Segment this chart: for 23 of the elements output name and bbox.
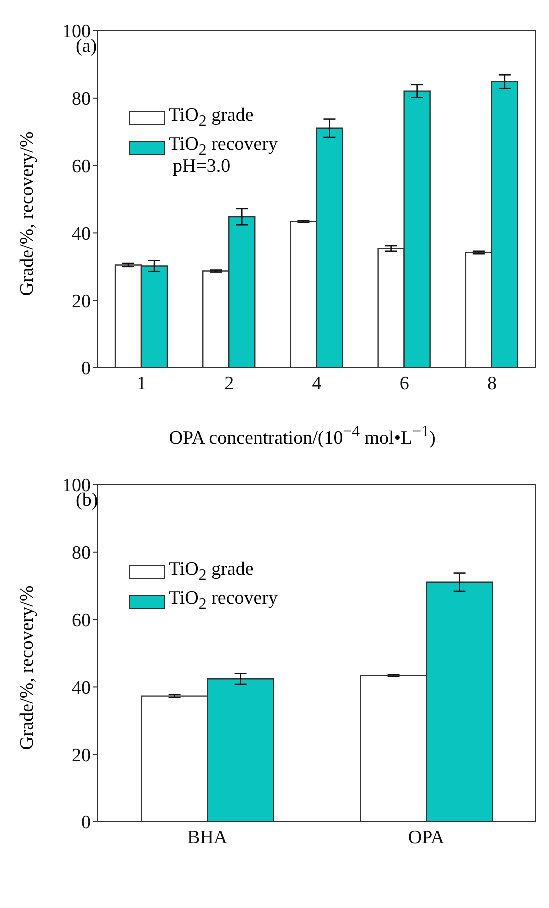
x-tick-label: BHA: [187, 827, 228, 848]
y-tick-label: 0: [82, 358, 91, 380]
x-tick-label: 1: [137, 373, 147, 394]
x-axis-title: OPA concentration/(10$^{−4}$ mol•L$^{−1}$): [169, 424, 436, 450]
y-tick-label: 20: [72, 745, 91, 766]
y-tick-label: 80: [72, 89, 91, 110]
y-tick-label: 80: [72, 543, 91, 564]
y-axis-title: Grade/%, recovery/%: [17, 132, 38, 296]
legend-label: TiO$_{2}$ grade: [168, 104, 254, 132]
legend-label: TiO$_{2}$ recovery: [168, 587, 278, 616]
y-tick-label: 0: [82, 812, 91, 834]
x-tick-label: OPA: [408, 827, 445, 848]
y-tick-label: 60: [72, 610, 91, 632]
x-tick-label: 4: [312, 373, 322, 394]
x-tick-label: 6: [400, 373, 410, 394]
y-tick-label: 40: [72, 224, 91, 245]
x-tick-label: 2: [224, 373, 234, 394]
y-tick-label: 60: [72, 156, 91, 178]
legend-label: TiO$_{2}$ grade: [168, 558, 254, 586]
y-axis-title: Grade/%, recovery/%: [17, 586, 38, 750]
y-tick-label: 20: [72, 291, 91, 312]
y-tick-label: 40: [72, 678, 91, 699]
x-tick-label: 8: [487, 373, 497, 394]
